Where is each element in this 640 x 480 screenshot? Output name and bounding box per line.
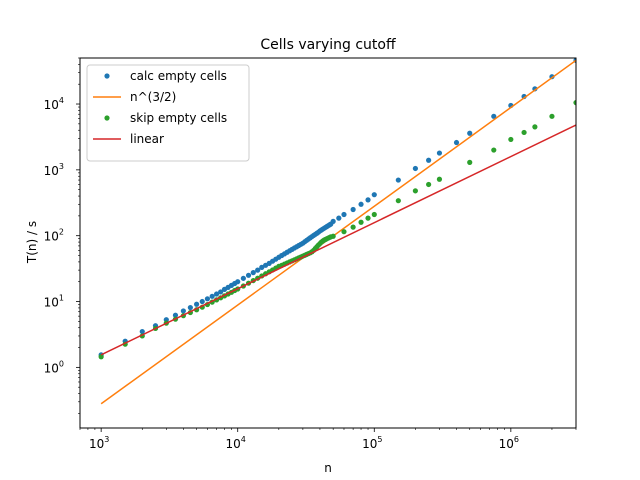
legend-box bbox=[86, 64, 250, 162]
data-point-calc-empty-cells bbox=[412, 165, 418, 172]
data-point-calc-empty-cells bbox=[199, 298, 205, 305]
data-point-skip-empty-cells bbox=[330, 233, 336, 239]
data-point-calc-empty-cells bbox=[235, 279, 241, 285]
data-point-calc-empty-cells bbox=[491, 113, 497, 119]
data-point-calc-empty-cells bbox=[187, 304, 193, 311]
data-point-calc-empty-cells bbox=[358, 201, 364, 207]
data-point-calc-empty-cells bbox=[245, 272, 252, 278]
x-tick-exponent: 4 bbox=[241, 435, 246, 444]
legend-swatch-calc-empty-cells bbox=[104, 73, 110, 79]
data-point-skip-empty-cells bbox=[508, 136, 514, 143]
data-point-calc-empty-cells bbox=[250, 270, 256, 276]
data-point-calc-empty-cells bbox=[350, 206, 356, 213]
x-tick-exponent: 5 bbox=[377, 435, 382, 444]
data-point-skip-empty-cells bbox=[350, 224, 356, 230]
x-tick-exponent: 3 bbox=[104, 435, 109, 444]
data-point-calc-empty-cells bbox=[395, 177, 401, 183]
data-point-skip-empty-cells bbox=[521, 129, 527, 136]
legend-label-skip-empty-cells: skip empty cells bbox=[130, 111, 227, 125]
plot-area bbox=[98, 58, 576, 405]
data-point-skip-empty-cells bbox=[532, 124, 538, 130]
x-tick-label: 103 bbox=[89, 435, 109, 451]
data-point-calc-empty-cells bbox=[467, 130, 473, 136]
y-tick-exponent: 3 bbox=[59, 162, 64, 171]
data-point-skip-empty-cells bbox=[491, 147, 497, 153]
legend-label-linear: linear bbox=[130, 132, 164, 146]
legend-label-n-3-2: n^(3/2) bbox=[130, 90, 176, 104]
data-point-calc-empty-cells bbox=[204, 296, 211, 302]
data-point-skip-empty-cells bbox=[573, 100, 576, 106]
x-tick-label: 106 bbox=[499, 435, 519, 451]
data-point-calc-empty-cells bbox=[240, 275, 246, 281]
legend: calc empty cells n^(3/2) skip empty cells l… bbox=[86, 64, 250, 162]
legend-label-calc-empty-cells: calc empty cells bbox=[130, 69, 227, 83]
y-tick-exponent: 4 bbox=[59, 96, 64, 105]
data-point-calc-empty-cells bbox=[453, 139, 460, 146]
data-point-skip-empty-cells bbox=[549, 113, 555, 119]
x-tick-label: 104 bbox=[226, 435, 246, 451]
data-point-calc-empty-cells bbox=[194, 301, 200, 307]
data-point-skip-empty-cells bbox=[436, 176, 443, 182]
data-point-calc-empty-cells bbox=[218, 289, 224, 295]
y-tick-exponent: 1 bbox=[59, 294, 64, 303]
chart-title: Cells varying cutoff bbox=[260, 37, 396, 53]
plot-frame bbox=[79, 57, 577, 429]
data-point-calc-empty-cells bbox=[213, 291, 220, 297]
legend-swatch-skip-empty-cells bbox=[104, 115, 110, 121]
data-point-calc-empty-cells bbox=[330, 218, 336, 224]
data-point-calc-empty-cells bbox=[209, 293, 215, 299]
data-point-skip-empty-cells bbox=[412, 188, 418, 194]
data-point-calc-empty-cells bbox=[172, 312, 179, 318]
x-tick-exponent: 6 bbox=[514, 435, 519, 444]
data-point-calc-empty-cells bbox=[436, 150, 443, 156]
data-point-skip-empty-cells bbox=[426, 181, 432, 188]
y-tick-exponent: 2 bbox=[59, 228, 64, 237]
data-point-skip-empty-cells bbox=[371, 211, 377, 218]
x-axis-label: n bbox=[324, 461, 332, 475]
data-point-skip-empty-cells bbox=[365, 215, 371, 221]
data-point-calc-empty-cells bbox=[426, 157, 432, 163]
data-point-calc-empty-cells bbox=[371, 192, 377, 198]
data-point-skip-empty-cells bbox=[467, 159, 473, 165]
series-line-n-3-2 bbox=[100, 59, 576, 405]
data-point-skip-empty-cells bbox=[395, 198, 401, 204]
data-point-skip-empty-cells bbox=[341, 229, 347, 235]
data-point-calc-empty-cells bbox=[341, 211, 347, 218]
plot-series-group bbox=[98, 58, 576, 405]
y-tick-exponent: 0 bbox=[59, 359, 64, 368]
data-point-skip-empty-cells bbox=[98, 354, 104, 360]
data-point-calc-empty-cells bbox=[336, 215, 342, 221]
data-point-calc-empty-cells bbox=[365, 197, 371, 203]
x-tick-label: 105 bbox=[362, 435, 382, 451]
data-point-calc-empty-cells bbox=[180, 308, 186, 314]
data-point-skip-empty-cells bbox=[358, 219, 364, 225]
data-point-calc-empty-cells bbox=[255, 267, 261, 273]
data-point-calc-empty-cells bbox=[259, 264, 265, 270]
series-line-linear bbox=[100, 124, 576, 356]
data-point-calc-empty-cells bbox=[139, 328, 145, 335]
y-axis-label: T(n) / s bbox=[25, 221, 39, 264]
